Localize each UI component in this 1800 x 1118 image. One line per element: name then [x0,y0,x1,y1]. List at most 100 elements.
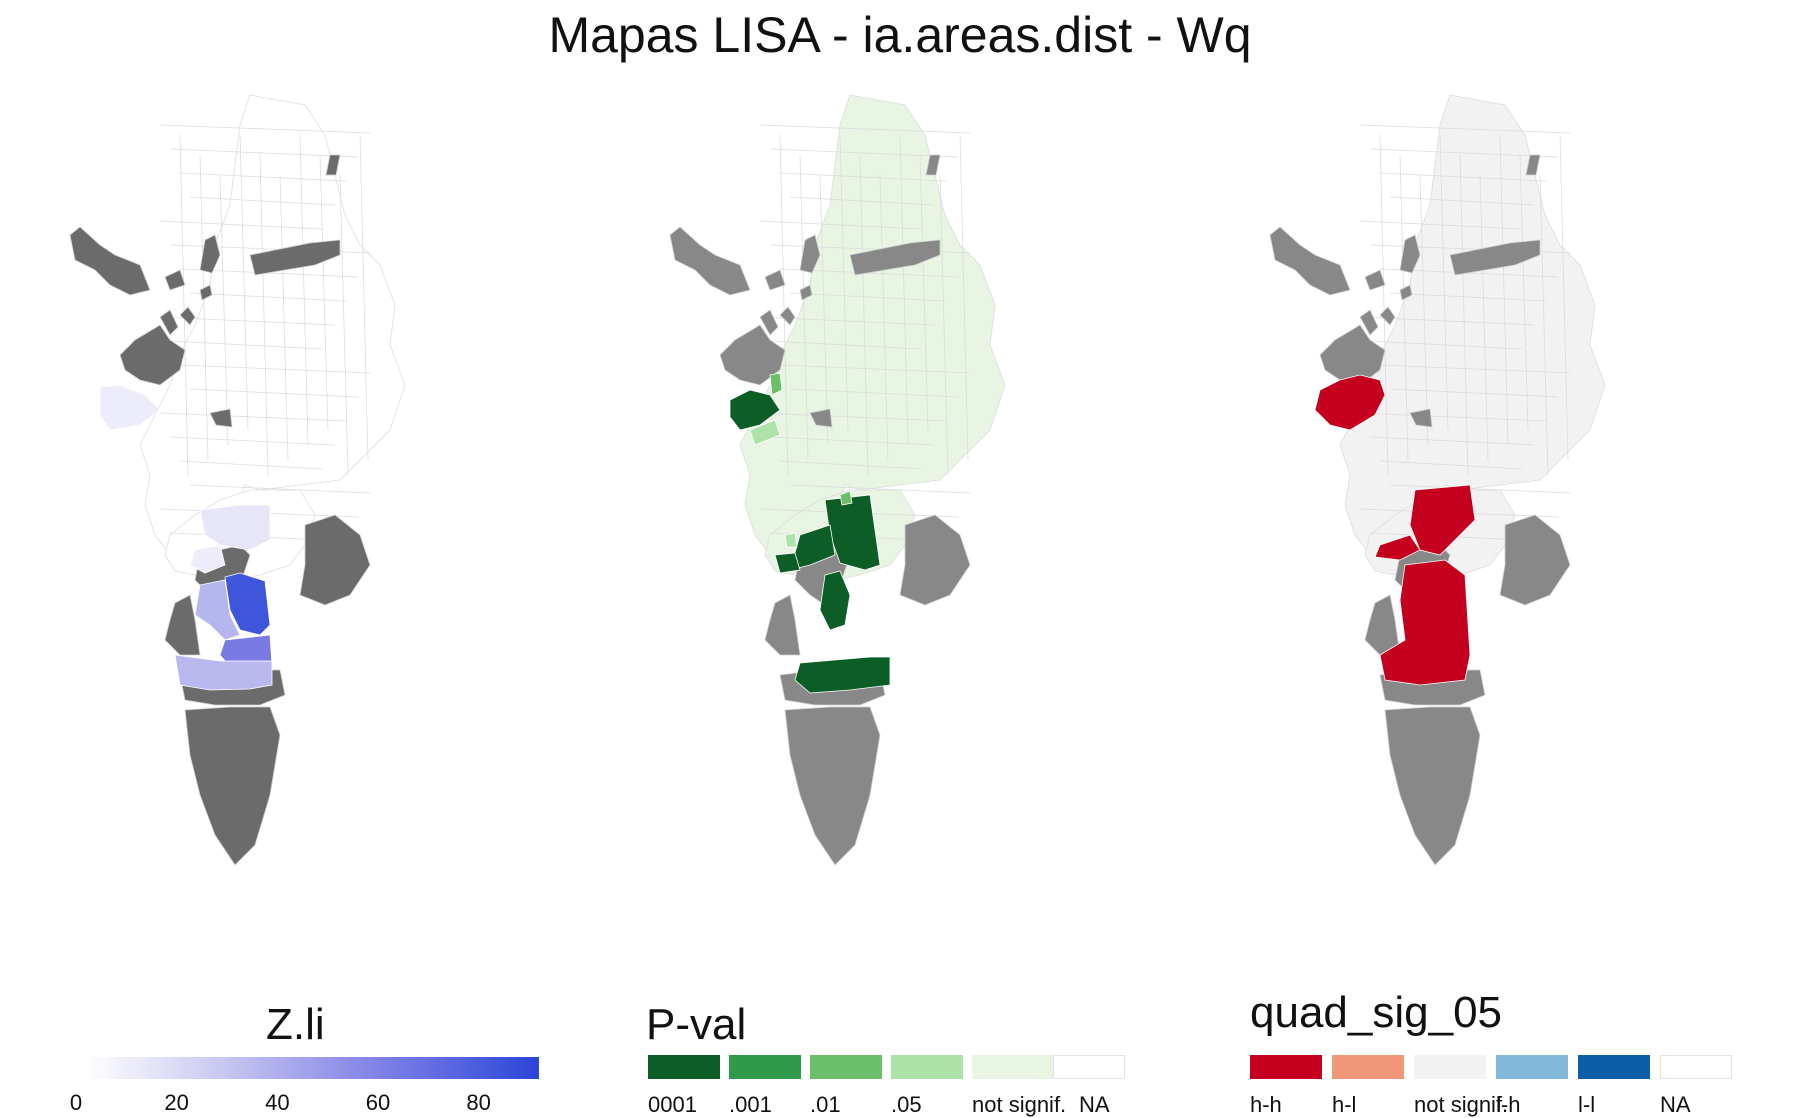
map-boundary-line [189,484,371,494]
map-boundary-line [189,196,335,206]
map-boundary-line [1389,292,1547,302]
map-boundary-line [899,134,909,446]
map-boundary-line [1419,174,1429,446]
map-boundary-line [959,134,969,461]
map-boundary-line [219,174,229,446]
pval-legend-label: .001 [729,1092,772,1117]
map-boundary-line [1559,134,1569,461]
map-boundary-line [299,134,309,446]
quad-legend-swatch [1250,1055,1322,1079]
map-missing-region [199,234,221,274]
map-missing-region [119,324,186,386]
quad-legend-label: h-l [1332,1092,1357,1117]
map-missing-region [1379,306,1396,326]
map-highlight-region [729,389,781,431]
pval-legend-swatch [729,1055,801,1079]
map-boundary-line [1359,412,1547,422]
map-boundary-line [359,134,369,461]
map-missing-region [849,239,941,276]
map-missing-region [179,306,196,326]
legend-title-zli: Z.li [266,1000,325,1049]
map-missing-region [1364,269,1386,291]
pval-legend-swatch [1053,1055,1125,1079]
map-boundary-line [789,388,959,398]
map-missing-region [1384,706,1481,866]
map-highlight-region [1314,374,1386,431]
map-missing-region [784,706,881,866]
map-missing-region [1269,226,1351,296]
map-boundary-line [179,364,371,374]
map-missing-region [669,226,751,296]
map-highlight-region [769,372,783,396]
quad-legend-label: l-l [1578,1092,1596,1117]
map-boundary-line [779,134,789,476]
map-boundary-line [839,134,849,431]
map-boundary-line [1399,154,1409,461]
quad-legend-swatch [1578,1055,1650,1079]
map-boundary-line [339,174,349,476]
map-highlight-region [749,419,781,446]
map-boundary-line [779,172,947,182]
map-boundary-line [1439,134,1449,431]
map-boundary-line [239,134,249,431]
map-missing-region [779,306,796,326]
map-missing-region [764,269,786,291]
map-highlight-region [819,570,851,631]
map-regions [69,94,406,866]
pval-legend-label: not signif. [972,1092,1067,1117]
map-boundary-line [1519,154,1529,431]
pval-legend-label: NA [1079,1092,1110,1117]
zli-color-gradient [86,1057,539,1079]
map-boundary-line [1539,174,1549,476]
map-boundary-line [159,412,347,422]
map-boundary-line [189,388,359,398]
map-highlight-region [1409,484,1476,556]
map-boundary-line [1379,172,1547,182]
map-missing-region [759,309,779,336]
map-missing-region [719,324,786,386]
map-boundary-line [1379,364,1571,374]
map-highlight-region [774,552,801,574]
map-missing-region [1449,239,1541,276]
map-highlight-region [194,579,241,641]
map-highlight-region [784,532,798,548]
quad-legend-label: not signif. [1414,1092,1509,1117]
map-boundary-line [919,154,929,431]
map-boundary-line [159,124,371,134]
quad-legend-label: l-h [1496,1092,1521,1117]
map-missing-region [299,514,371,606]
legend-title-pval: P-val [646,1000,747,1049]
map-highlight-region [224,572,271,636]
map-missing-region [164,594,201,656]
map-boundary-line [939,174,949,476]
map-highlight-region [189,544,226,574]
map-boundary-line [759,220,923,230]
map-boundary-line [169,436,335,446]
zli-tick-label: 0 [69,1090,83,1115]
map-missing-region [764,594,801,656]
map-missing-region [1399,284,1413,301]
map-panel-quad [1269,94,1606,866]
pval-legend-swatch [891,1055,963,1079]
map-boundary-line [1389,388,1559,398]
quad-legend-swatch [1332,1055,1404,1079]
map-missing-region [209,408,233,428]
legend-title-quad: quad_sig_05 [1250,988,1503,1037]
map-missing-region [164,269,186,291]
quad-legend-swatch [1414,1055,1486,1079]
map-missing-region [1499,514,1571,606]
map-missing-region [199,284,213,301]
zli-tick-label: 20 [164,1090,189,1115]
map-missing-region [184,706,281,866]
map-boundary-line [1359,220,1523,230]
quad-legend-label: NA [1660,1092,1691,1117]
map-boundary-line [769,148,959,158]
quad-legend-swatch [1496,1055,1568,1079]
map-missing-region [159,309,179,336]
pval-legend-label: .05 [891,1092,922,1117]
map-boundary-line [259,154,269,476]
map-panel-zli [69,94,406,866]
map-missing-region [69,226,151,296]
map-boundary-line [179,134,189,476]
map-highlight-region [839,490,853,506]
